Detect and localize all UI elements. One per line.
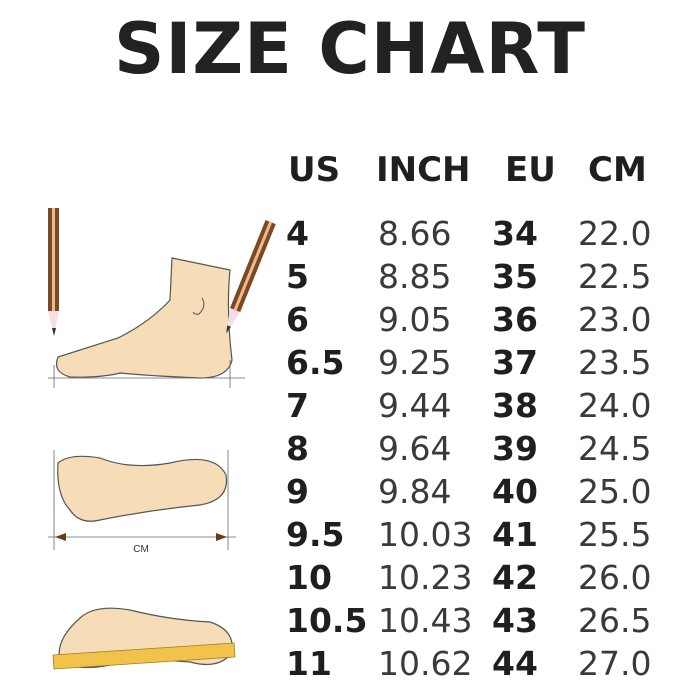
cell-cm: 22.0 <box>578 214 652 253</box>
cell-inch: 10.23 <box>378 558 473 597</box>
cell-us: 6.5 <box>286 343 345 382</box>
column-header-cm: CM <box>588 150 647 190</box>
cell-us: 8 <box>286 429 309 468</box>
cell-us: 10.5 <box>286 601 368 640</box>
cell-us: 9.5 <box>286 515 345 554</box>
arrow-right-icon <box>216 533 227 541</box>
cell-inch: 10.43 <box>378 601 473 640</box>
cell-cm: 26.0 <box>578 558 652 597</box>
cell-cm: 25.5 <box>578 515 652 554</box>
cell-eu: 38 <box>492 386 538 425</box>
pencil-icon <box>226 219 276 334</box>
cell-us: 9 <box>286 472 309 511</box>
cell-cm: 23.0 <box>578 300 652 339</box>
cell-inch: 10.62 <box>378 644 473 683</box>
cell-inch: 9.84 <box>378 472 452 511</box>
measure-label: CM <box>133 544 149 555</box>
cell-inch: 9.05 <box>378 300 452 339</box>
arrow-left-icon <box>55 533 66 541</box>
cell-eu: 34 <box>492 214 538 253</box>
cell-us: 6 <box>286 300 309 339</box>
cell-eu: 44 <box>492 644 538 683</box>
cell-cm: 25.0 <box>578 472 652 511</box>
cell-cm: 24.5 <box>578 429 652 468</box>
column-header-inch: INCH <box>376 150 471 190</box>
cell-inch: 9.44 <box>378 386 452 425</box>
cell-us: 4 <box>286 214 309 253</box>
cell-eu: 37 <box>492 343 538 382</box>
cell-cm: 24.0 <box>578 386 652 425</box>
cell-cm: 22.5 <box>578 257 652 296</box>
cell-inch: 8.85 <box>378 257 452 296</box>
column-header-us: US <box>288 150 341 190</box>
cell-eu: 36 <box>492 300 538 339</box>
foot-on-ruler <box>52 607 236 670</box>
cell-us: 10 <box>286 558 332 597</box>
cell-us: 7 <box>286 386 309 425</box>
cell-eu: 35 <box>492 257 538 296</box>
cell-inch: 9.25 <box>378 343 452 382</box>
cell-inch: 8.66 <box>378 214 452 253</box>
ruler-icon <box>52 642 236 670</box>
pencil-icon <box>48 208 59 336</box>
cell-eu: 39 <box>492 429 538 468</box>
cell-eu: 40 <box>492 472 538 511</box>
foot-top-view <box>48 450 236 550</box>
cell-cm: 23.5 <box>578 343 652 382</box>
cell-cm: 27.0 <box>578 644 652 683</box>
column-header-eu: EU <box>505 150 556 190</box>
cell-eu: 43 <box>492 601 538 640</box>
page-title: SIZE CHART <box>113 8 587 90</box>
foot-side-view <box>48 257 245 388</box>
cell-inch: 10.03 <box>378 515 473 554</box>
cell-us: 11 <box>286 644 332 683</box>
cell-eu: 41 <box>492 515 538 554</box>
cell-inch: 9.64 <box>378 429 452 468</box>
cell-us: 5 <box>286 257 309 296</box>
cell-eu: 42 <box>492 558 538 597</box>
cell-cm: 26.5 <box>578 601 652 640</box>
